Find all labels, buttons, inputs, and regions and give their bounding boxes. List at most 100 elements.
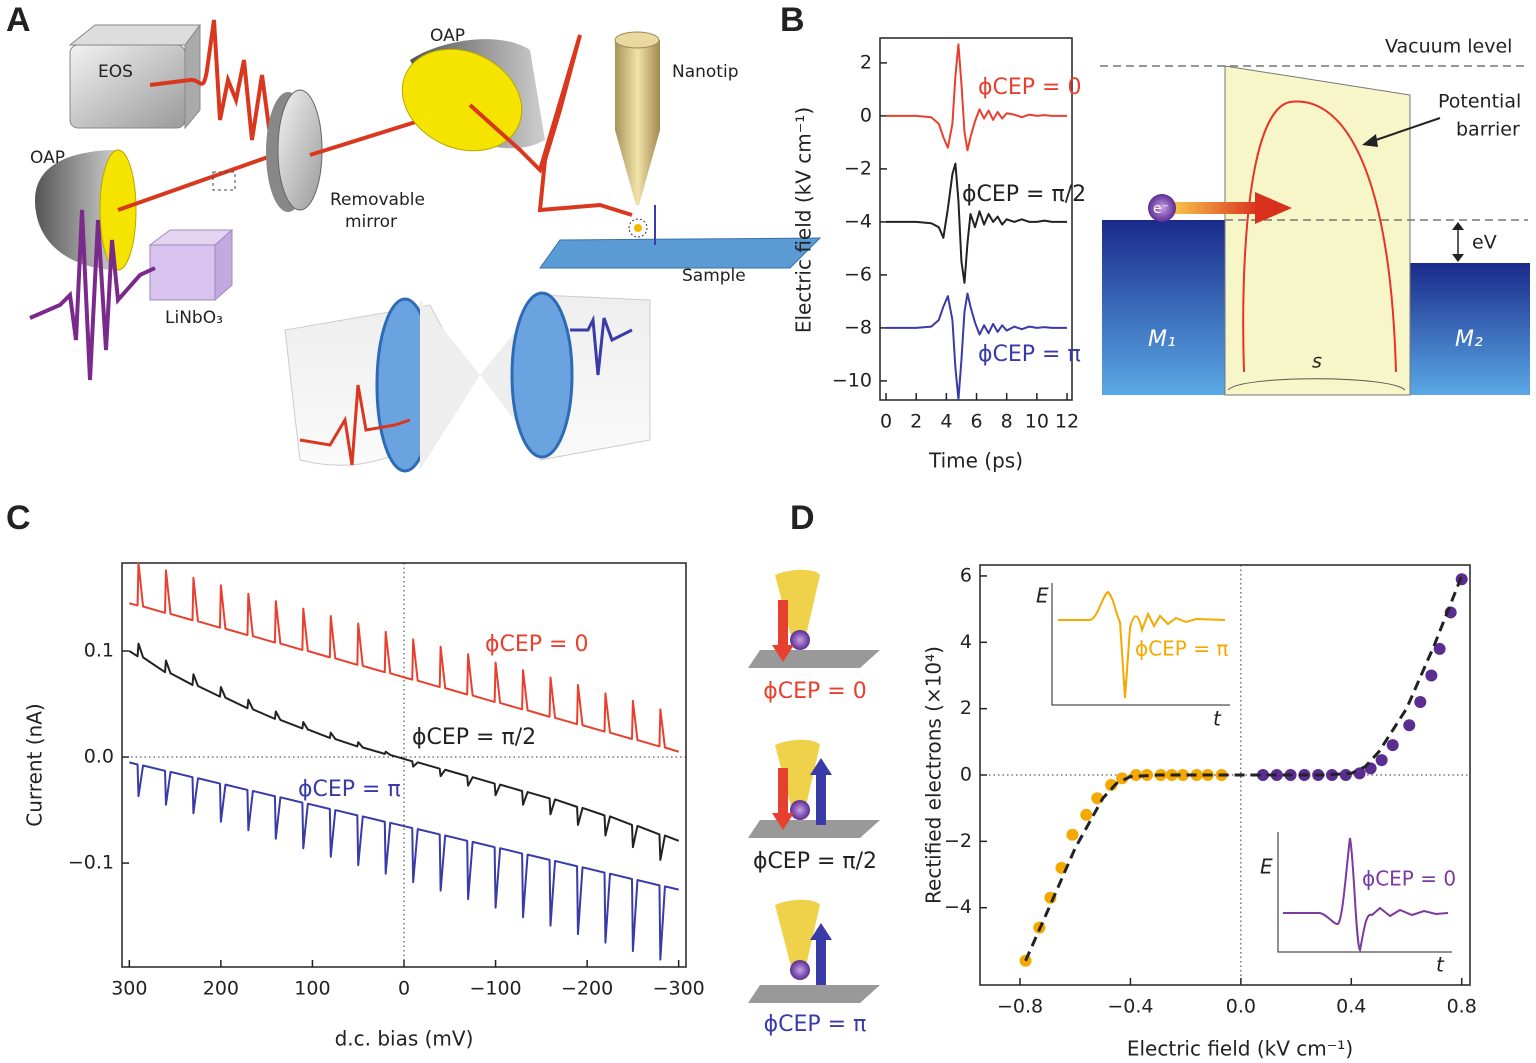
y-tick-label: 6 [960,564,972,586]
inset-axis-label: t [1436,953,1445,977]
band-label: s [1312,351,1322,373]
series-line [1024,575,1464,962]
panel-label: D [790,499,815,537]
field-arrow-head [772,813,794,830]
point [1066,828,1079,841]
band-label: e⁻ [1153,201,1169,217]
x-tick-label: 0.4 [1336,996,1366,1018]
field-arrow [816,775,826,825]
field-arrow [778,600,788,645]
panel-label: A [6,1,31,39]
point [1080,808,1093,821]
x-tick-label: −0.4 [1107,996,1153,1018]
x-tick-label: 12 [1055,411,1079,433]
panel-label: C [6,499,31,537]
x-tick-label: 2 [910,411,922,433]
setup-label: Nanotip [672,62,739,82]
inset-wave [1283,837,1449,953]
y-tick-label: 0 [960,764,972,786]
setup-label: EOS [98,62,133,82]
inset-label: ϕCEP = π [1135,637,1228,661]
point [1129,769,1142,781]
y-axis-label: Electric field (kV cm⁻¹) [792,107,816,333]
x-tick-label: 0 [398,978,410,1000]
point [1433,642,1446,655]
x-tick-label: 200 [203,978,239,1000]
x-tick-label: 4 [940,411,952,433]
inset-axis-label: E [1260,855,1273,879]
setup-label: OAP [30,148,65,168]
field-arrow-head [810,923,832,940]
tip-arrows [772,600,832,985]
setup-label: mirror [345,212,397,232]
x-axis-label: d.c. bias (mV) [335,1027,474,1051]
y-tick-label: −10 [832,369,872,391]
series-line [886,292,1068,401]
band-label: barrier [1456,119,1520,141]
series-line [128,642,680,861]
series-line [129,562,679,753]
band-label: M₂ [1455,327,1483,352]
insets [1051,583,1452,953]
inset-label: ϕCEP = 0 [1362,867,1456,891]
x-tick-label: 10 [1025,411,1049,433]
x-tick-label: 6 [970,411,982,433]
x-tick-label: 0.0 [1226,996,1256,1018]
point [1256,769,1269,781]
x-tick-label: −300 [653,978,705,1000]
x-axis-label: Time (ps) [928,449,1023,473]
y-axis-label: Rectified electrons (×10⁴) [922,646,946,904]
setup-label: OAP [430,26,465,46]
y-tick-label: 0.0 [84,746,114,768]
point [1403,719,1416,732]
point [1270,769,1283,781]
y-tick-label: −8 [844,316,872,338]
x-tick-label: 8 [1001,411,1013,433]
field-arrow [816,940,826,985]
y-tick-label: 2 [960,697,972,719]
y-tick-label: 2 [860,51,872,73]
y-tick-label: 0 [860,104,872,126]
y-tick-label: −4 [844,210,872,232]
point [1019,954,1032,967]
field-arrow-head [810,758,832,775]
y-tick-label: −2 [944,830,972,852]
inset-axis-label: E [1036,584,1049,608]
x-tick-label: −200 [561,978,613,1000]
setup-diagram [29,19,822,473]
x-tick-label: 0.8 [1447,996,1477,1018]
x-tick-label: 300 [111,978,147,1000]
series-label: ϕCEP = 0 [485,632,588,657]
point [1353,767,1366,780]
point [1190,769,1203,781]
series-label: ϕCEP = π [978,342,1081,367]
x-tick-label: −100 [469,978,521,1000]
panel-label: B [780,1,805,39]
band-label: Potential [1438,91,1521,113]
series-line [886,162,1068,284]
series-line [129,761,679,961]
point [1386,739,1399,752]
series-label: ϕCEP = 0 [978,75,1081,100]
setup-label: Sample [682,266,746,286]
inset-axis-label: t [1213,707,1222,731]
y-tick-label: −0.1 [68,852,114,874]
setup-label: LiNbO₃ [165,308,223,328]
y-tick-label: 4 [960,631,972,653]
band-label: M₁ [1148,327,1176,352]
tip-label: ϕCEP = π/2 [753,849,877,874]
point [1425,669,1438,682]
tip-label: ϕCEP = π [764,1012,867,1037]
field-arrow-head [772,645,794,662]
field-arrow [778,768,788,813]
y-axis-label: Current (nA) [23,703,47,826]
series-label: ϕCEP = π/2 [412,725,536,750]
series-label: ϕCEP = π/2 [962,182,1086,207]
tip-label: ϕCEP = 0 [763,679,866,704]
inset-wave [1058,590,1226,699]
setup-label: Removable [330,190,425,210]
y-tick-label: −4 [944,896,972,918]
band-diagram [1100,65,1530,396]
point [1176,769,1189,781]
